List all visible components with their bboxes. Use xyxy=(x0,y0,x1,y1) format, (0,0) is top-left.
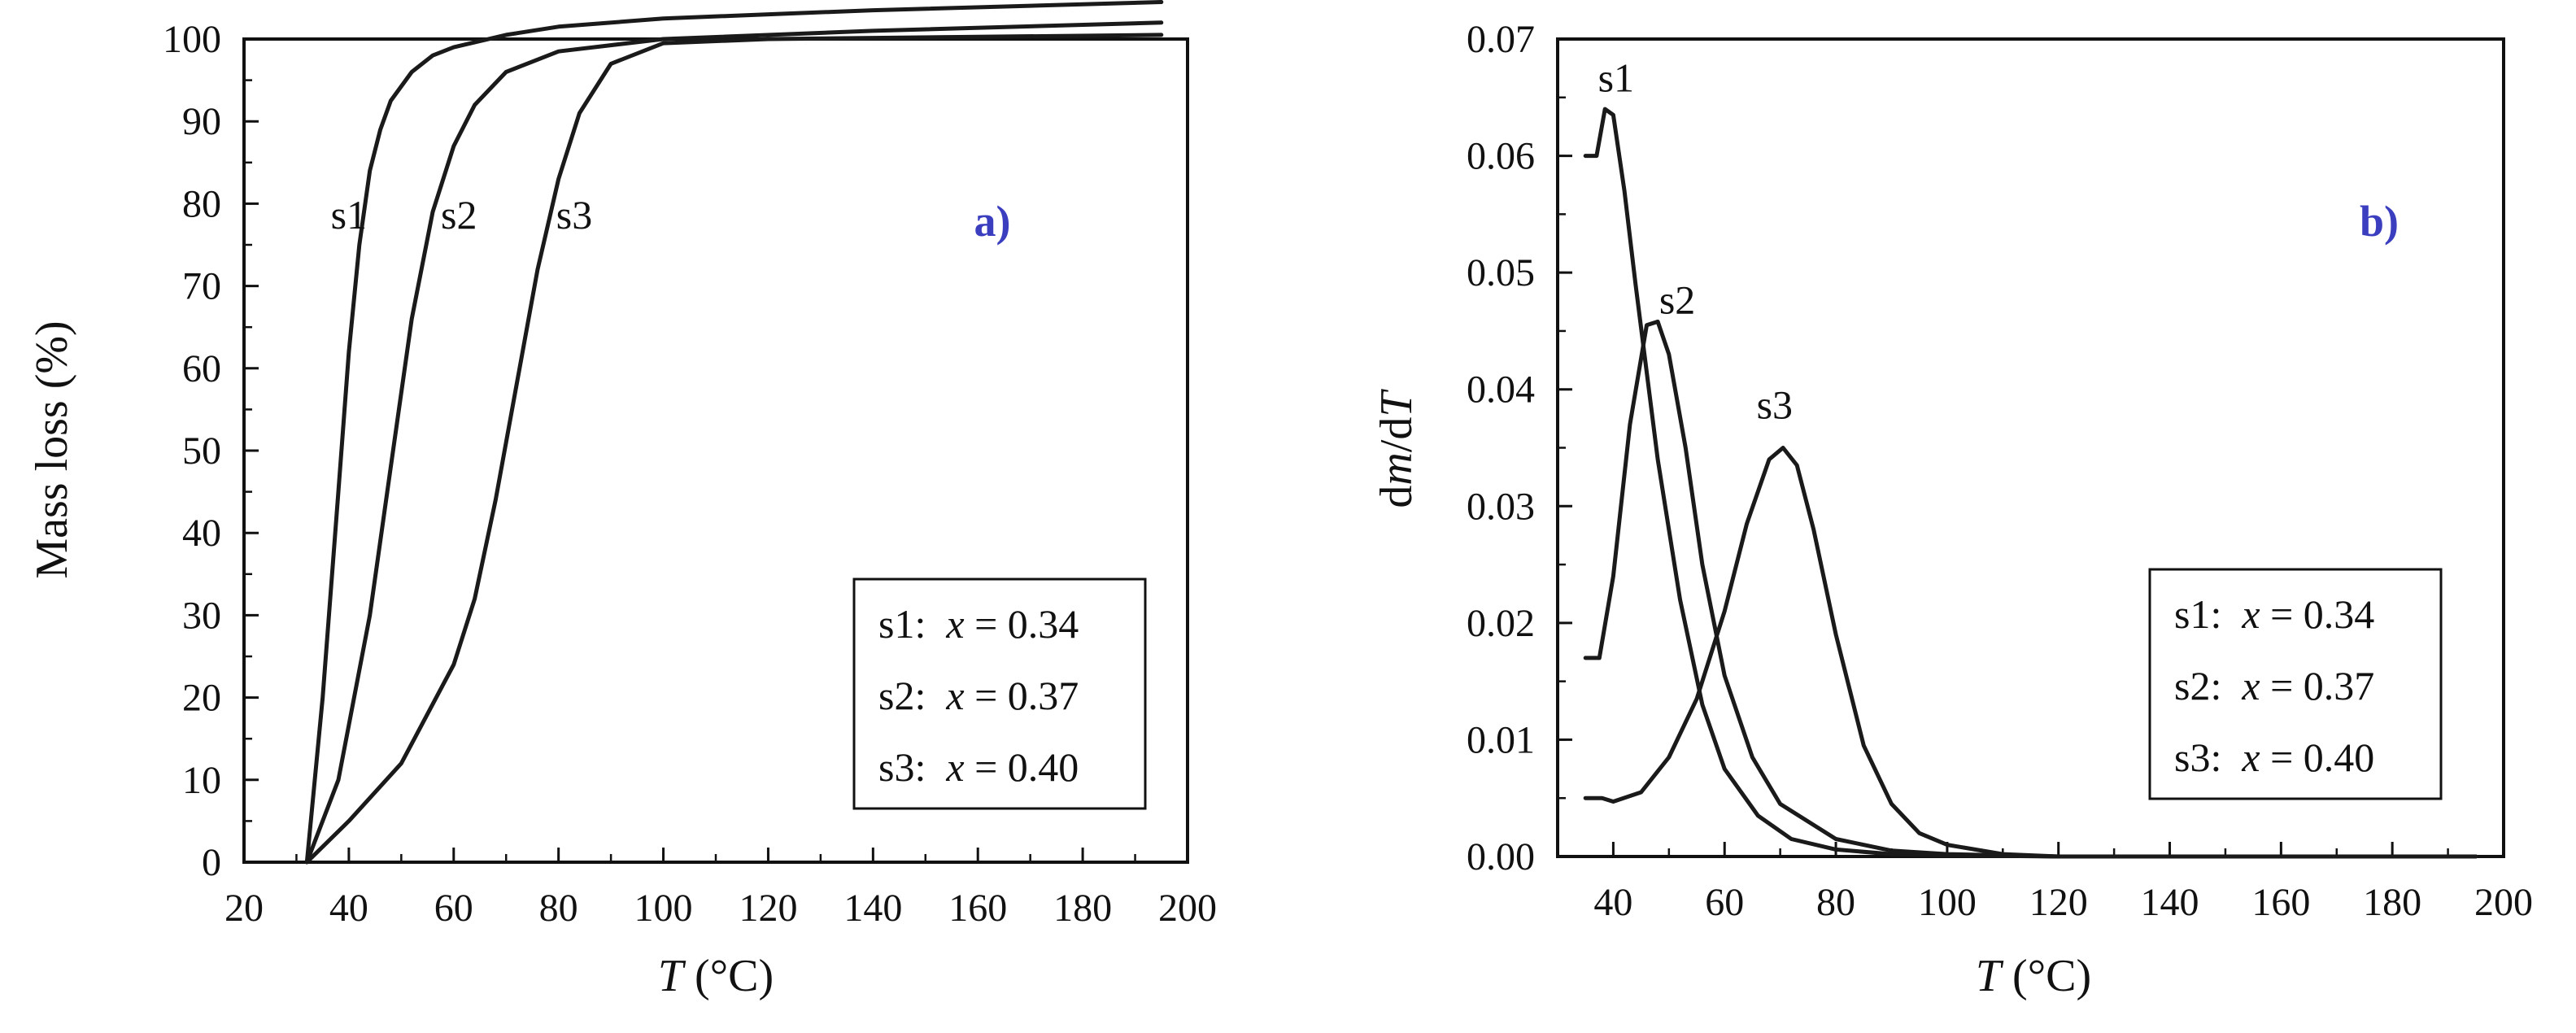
y-tick-label: 0.04 xyxy=(1467,368,1535,412)
x-tick-label: 20 xyxy=(224,887,264,930)
legend-value: = 0.40 xyxy=(2270,734,2374,780)
legend-variable: x xyxy=(2241,734,2260,780)
x-tick-label: 140 xyxy=(2141,881,2199,924)
x-tick-label: 100 xyxy=(1918,881,1977,924)
series-line-s3 xyxy=(304,33,1164,865)
y-tick-label: 10 xyxy=(182,759,221,802)
x-axis-label: T (°C) xyxy=(658,951,774,1001)
legend-entry: s1: x = 0.34 xyxy=(878,601,1079,647)
x-tick-label: 40 xyxy=(1593,881,1632,924)
series-line-s1 xyxy=(304,0,1164,865)
legend-value: = 0.34 xyxy=(2270,591,2374,637)
y-tick-label: 0.01 xyxy=(1467,718,1535,761)
x-tick-label: 60 xyxy=(434,887,473,930)
panel-a-mass-loss-chart: 20 40 60 80 100 120 140 160 180 200 0 10 20 30 40 50 60 7… xyxy=(27,0,1217,1001)
legend-series-name: s1: xyxy=(2174,591,2221,637)
y-axis-part: m xyxy=(1371,452,1422,485)
x-tick-label: 160 xyxy=(2251,881,2310,924)
panel-label: a) xyxy=(974,197,1011,246)
y-tick-label: 50 xyxy=(182,429,221,473)
legend-series-name: s2: xyxy=(2174,663,2221,708)
legend-box xyxy=(852,578,1147,810)
legend-series-name: s2: xyxy=(878,673,926,718)
legend-entry: s2: x = 0.37 xyxy=(2174,663,2374,708)
x-tick-label: 120 xyxy=(739,887,797,930)
legend-variable: x xyxy=(2241,591,2260,637)
x-tick-label: 180 xyxy=(2363,881,2421,924)
legend-box xyxy=(2148,568,2443,800)
y-tick-label: 0.07 xyxy=(1467,18,1535,61)
x-axis-unit: (°C) xyxy=(695,951,774,1001)
y-tick-label: 100 xyxy=(163,18,221,61)
y-tick-label: 70 xyxy=(182,265,221,308)
y-tick-label: 0.05 xyxy=(1467,251,1535,294)
series-label-s3: s3 xyxy=(556,192,592,238)
x-tick-label: 80 xyxy=(539,887,578,930)
y-tick-label: 0.00 xyxy=(1467,835,1535,878)
x-tick-label: 140 xyxy=(843,887,902,930)
series-line-s3 xyxy=(1583,446,2478,859)
legend-entry: s1: x = 0.34 xyxy=(2174,591,2374,637)
series-label-s1: s1 xyxy=(1598,55,1634,101)
y-axis-label: Mass loss (%) xyxy=(27,320,77,578)
y-tick-label: 40 xyxy=(182,512,221,555)
legend: s1: x = 0.34 s2: x = 0.37 s3: x = 0.40 xyxy=(2148,568,2443,800)
x-tick-label: 80 xyxy=(1816,881,1855,924)
x-tick-label: 200 xyxy=(1158,887,1217,930)
y-tick-label: 60 xyxy=(182,347,221,390)
series-line-s1 xyxy=(1583,107,2478,859)
y-tick-label: 0 xyxy=(202,841,221,884)
series-line-s2 xyxy=(304,20,1164,865)
x-axis-symbol: T xyxy=(658,951,686,1001)
y-axis-text: Mass loss (%) xyxy=(27,320,77,578)
x-axis-symbol: T xyxy=(1976,951,2004,1001)
series-label-s1: s1 xyxy=(331,192,367,238)
y-tick-label: 90 xyxy=(182,100,221,143)
series-label-s2: s2 xyxy=(441,192,477,238)
y-tick-label: 0.03 xyxy=(1467,485,1535,528)
x-tick-label: 100 xyxy=(634,887,693,930)
x-tick-label: 120 xyxy=(2029,881,2088,924)
y-axis-label: dm/dT xyxy=(1371,389,1422,508)
legend-entry: s3: x = 0.40 xyxy=(2174,734,2374,780)
legend-series-name: s1: xyxy=(878,601,926,647)
x-tick-label: 160 xyxy=(948,887,1007,930)
legend-value: = 0.37 xyxy=(974,673,1079,718)
series-label-s3: s3 xyxy=(1757,382,1793,428)
y-tick-label: 0.02 xyxy=(1467,602,1535,645)
y-axis-part: /d xyxy=(1371,417,1422,453)
x-tick-label: 60 xyxy=(1705,881,1744,924)
y-tick-label: 20 xyxy=(182,677,221,720)
legend-series-name: s3: xyxy=(2174,734,2221,780)
legend-value: = 0.34 xyxy=(974,601,1079,647)
series-label-s2: s2 xyxy=(1659,277,1695,322)
legend-value: = 0.37 xyxy=(2270,663,2374,708)
legend-entry: s2: x = 0.37 xyxy=(878,673,1079,718)
x-tick-label: 200 xyxy=(2474,881,2533,924)
y-tick-label: 0.06 xyxy=(1467,135,1535,178)
x-axis-label: T (°C) xyxy=(1976,951,2091,1001)
y-axis-part: d xyxy=(1371,486,1422,508)
y-tick-label: 80 xyxy=(182,182,221,225)
legend-value: = 0.40 xyxy=(974,744,1079,790)
legend-variable: x xyxy=(945,601,964,647)
legend-entry: s3: x = 0.40 xyxy=(878,744,1079,790)
panel-b-derivative-chart: 40 60 80 100 120 140 160 180 200 0.00 0.01 0.02 0.03… xyxy=(1371,18,2533,1001)
x-tick-label: 40 xyxy=(329,887,368,930)
y-tick-label: 30 xyxy=(182,594,221,637)
x-tick-label: 180 xyxy=(1053,887,1112,930)
panel-label: b) xyxy=(2360,197,2399,246)
y-axis-part: T xyxy=(1371,389,1422,417)
legend-variable: x xyxy=(945,744,964,790)
legend-variable: x xyxy=(945,673,964,718)
x-axis-unit: (°C) xyxy=(2012,951,2091,1001)
series-line-s2 xyxy=(1583,319,2478,859)
legend-variable: x xyxy=(2241,663,2260,708)
legend-series-name: s3: xyxy=(878,744,926,790)
legend: s1: x = 0.34 s2: x = 0.37 s3: x = 0.40 xyxy=(852,578,1147,810)
